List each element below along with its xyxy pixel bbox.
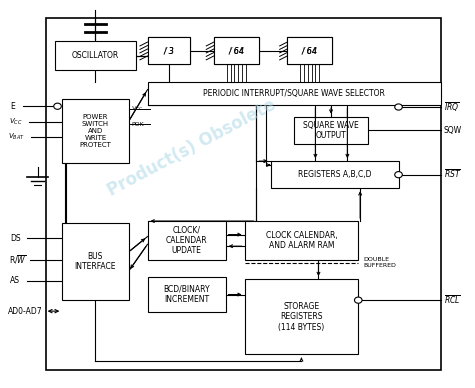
Bar: [55, 41, 136, 70]
Bar: [287, 37, 332, 64]
Text: / 64: / 64: [229, 47, 244, 55]
Text: / 3: / 3: [163, 47, 174, 55]
Text: $\overline{RCL}$: $\overline{RCL}$: [444, 294, 460, 306]
Text: REGISTERS A,B,C,D: REGISTERS A,B,C,D: [298, 170, 371, 179]
Circle shape: [395, 171, 402, 178]
Text: OSCILLATOR: OSCILLATOR: [72, 51, 119, 60]
Text: PERIODIC INTERRUPT/SQUARE WAVE SELECTOR: PERIODIC INTERRUPT/SQUARE WAVE SELECTOR: [203, 89, 385, 98]
Bar: [294, 117, 368, 144]
Text: E: E: [10, 102, 15, 111]
Text: / 64: / 64: [228, 47, 245, 55]
Bar: [148, 277, 226, 312]
Text: DS: DS: [10, 234, 21, 243]
Circle shape: [54, 103, 61, 109]
Text: CLOCK CALENDAR,
AND ALARM RAM: CLOCK CALENDAR, AND ALARM RAM: [266, 231, 337, 250]
Text: R/$\overline{W}$: R/$\overline{W}$: [9, 253, 27, 266]
Text: AD0-AD7: AD0-AD7: [8, 307, 42, 316]
Text: / 3: / 3: [164, 47, 174, 55]
Text: SQUARE WAVE
OUTPUT: SQUARE WAVE OUTPUT: [303, 121, 359, 140]
Text: $V_{CC}$: $V_{CC}$: [131, 104, 143, 113]
Text: STORAGE
REGISTERS
(114 BYTES): STORAGE REGISTERS (114 BYTES): [278, 302, 324, 332]
Text: Product(s) Obsolete: Product(s) Obsolete: [105, 95, 279, 200]
Bar: [62, 99, 129, 163]
Text: $V_{BAT}$: $V_{BAT}$: [8, 132, 25, 142]
Text: / 64: / 64: [302, 47, 318, 55]
Bar: [148, 221, 226, 260]
Bar: [46, 18, 441, 370]
Text: $\overline{IRQ}$: $\overline{IRQ}$: [444, 100, 459, 114]
Bar: [245, 221, 358, 260]
Bar: [148, 37, 190, 64]
Circle shape: [395, 104, 402, 110]
Text: / 64: / 64: [303, 47, 317, 55]
Text: CLOCK/
CALENDAR
UPDATE: CLOCK/ CALENDAR UPDATE: [166, 225, 208, 255]
Bar: [214, 37, 259, 64]
Text: POWER
SWITCH
AND
WRITE
PROTECT: POWER SWITCH AND WRITE PROTECT: [79, 114, 111, 148]
Circle shape: [354, 297, 362, 303]
Text: BUS
INTERFACE: BUS INTERFACE: [75, 252, 116, 271]
Bar: [148, 37, 190, 64]
Text: AS: AS: [10, 277, 20, 286]
Bar: [62, 223, 129, 300]
Text: SQW: SQW: [444, 126, 462, 135]
Text: DOUBLE
BUFFERED: DOUBLE BUFFERED: [363, 257, 396, 268]
Bar: [148, 82, 441, 105]
Bar: [287, 37, 332, 64]
Text: $V_{CC}$: $V_{CC}$: [9, 117, 23, 127]
Bar: [271, 161, 399, 188]
Bar: [214, 37, 259, 64]
Text: $\overline{RST}$: $\overline{RST}$: [444, 169, 461, 181]
Bar: [245, 279, 358, 355]
Text: POK: POK: [131, 122, 144, 127]
Text: BCD/BINARY
INCREMENT: BCD/BINARY INCREMENT: [163, 285, 210, 304]
